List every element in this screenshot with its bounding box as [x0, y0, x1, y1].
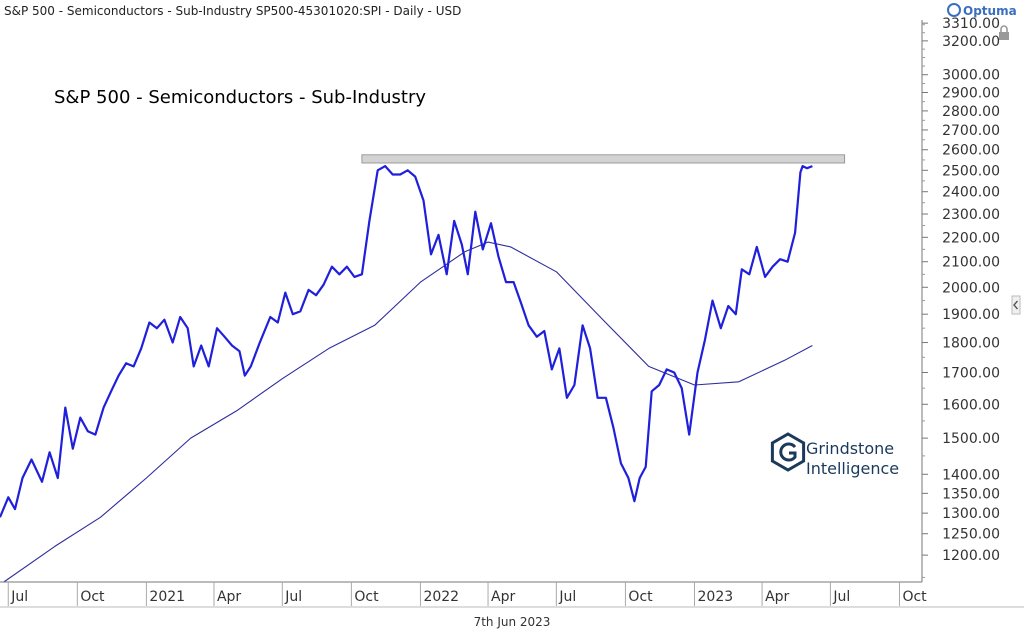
- y-tick-label: 1900.00: [942, 307, 1000, 323]
- y-tick-label: 2700.00: [942, 123, 1000, 139]
- hexagon-icon: [772, 434, 803, 470]
- footer-date: 7th Jun 2023: [474, 615, 551, 629]
- scroll-left-button[interactable]: [1012, 296, 1020, 314]
- y-tick-label: 1700.00: [942, 365, 1000, 381]
- y-tick-label: 2000.00: [942, 280, 1000, 296]
- price-layer: [0, 166, 812, 517]
- y-tick-label: 1500.00: [942, 431, 1000, 447]
- optuma-mark-icon: [948, 4, 960, 16]
- y-tick-label: 1250.00: [942, 527, 1000, 543]
- y-tick-label: 2900.00: [942, 85, 1000, 101]
- y-tick-label: 3000.00: [942, 68, 1000, 84]
- x-tick-label: 2023: [698, 589, 734, 605]
- y-tick-label: 2600.00: [942, 143, 1000, 159]
- x-tick-label: Jul: [284, 589, 302, 605]
- y-tick-label: 2200.00: [942, 230, 1000, 246]
- y-tick-label: 1350.00: [942, 486, 1000, 502]
- x-tick-label: Jul: [10, 589, 28, 605]
- y-tick-label: 2100.00: [942, 255, 1000, 271]
- lock-icon: [999, 32, 1009, 40]
- y-tick-label: 1200.00: [942, 548, 1000, 564]
- chart-title: S&P 500 - Semiconductors - Sub-Industry: [54, 87, 426, 108]
- watermark-line1: Grindstone: [806, 439, 894, 458]
- x-tick-label: Jul: [558, 589, 576, 605]
- y-tick-label: 2400.00: [942, 185, 1000, 201]
- y-tick-label: 1400.00: [942, 467, 1000, 483]
- y-axis: 1200.00 1250.00 1300.00 1350.00 1400.00 1500.…: [922, 16, 1000, 577]
- x-tick-label: Apr: [491, 589, 515, 605]
- y-tick-label: 1300.00: [942, 506, 1000, 522]
- y-tick-label: 3200.00: [942, 34, 1000, 50]
- x-tick-label: Oct: [628, 589, 653, 605]
- x-tick-label: Oct: [902, 589, 927, 605]
- g-letter-icon: [781, 444, 795, 460]
- x-tick-label: Oct: [354, 589, 379, 605]
- watermark-logo: Grindstone Intelligence: [772, 434, 899, 478]
- annotation-layer: [362, 155, 845, 163]
- header-title: S&P 500 - Semiconductors - Sub-Industry …: [4, 4, 461, 18]
- lock-button[interactable]: [999, 26, 1009, 40]
- x-tick-label: 2022: [423, 589, 459, 605]
- y-tick-label: 3310.00: [942, 16, 1000, 32]
- watermark-line2: Intelligence: [806, 459, 899, 478]
- y-tick-label: 2300.00: [942, 207, 1000, 223]
- y-tick-label: 2800.00: [942, 104, 1000, 120]
- resistance-band: [362, 155, 845, 163]
- x-tick-label: Apr: [765, 589, 789, 605]
- x-axis: Jul Oct 2021 Apr Jul Oct 2022 Apr Jul Oct 2023 Apr J…: [8, 582, 927, 606]
- y-tick-label: 1600.00: [942, 397, 1000, 413]
- x-tick-label: Apr: [217, 589, 241, 605]
- y-tick-label: 1800.00: [942, 336, 1000, 352]
- x-tick-label: Oct: [80, 589, 105, 605]
- price-series-line: [0, 166, 812, 517]
- y-tick-label: 2500.00: [942, 163, 1000, 179]
- x-tick-label: 2021: [149, 589, 185, 605]
- x-tick-label: Jul: [832, 589, 850, 605]
